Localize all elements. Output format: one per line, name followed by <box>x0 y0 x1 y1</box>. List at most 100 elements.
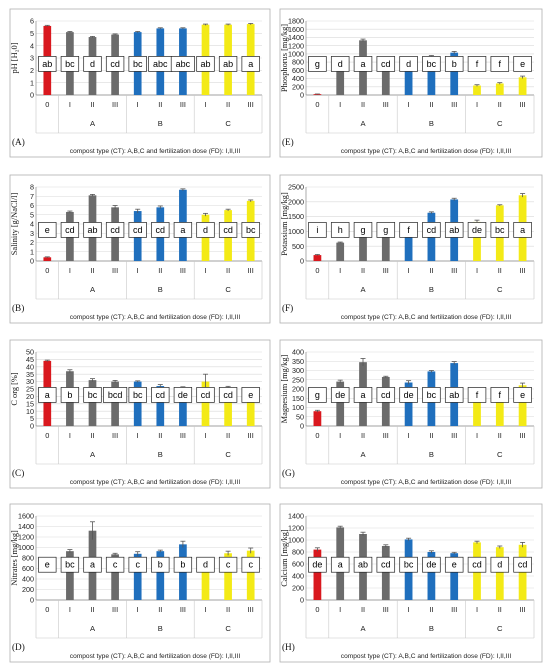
x-tick-label: I <box>137 266 139 275</box>
y-tick-label: 4 <box>30 41 34 50</box>
y-tick-label: 1400 <box>288 33 304 42</box>
significance-letter: d <box>203 225 208 235</box>
significance-letter: g <box>315 59 320 69</box>
significance-box <box>173 556 193 573</box>
x-tick-label: I <box>204 605 206 614</box>
y-tick-label: 40 <box>26 362 34 371</box>
x-tick-label: II <box>226 100 230 109</box>
bar <box>450 553 459 600</box>
x-tick-label: III <box>248 605 254 614</box>
x-tick-label: I <box>137 100 139 109</box>
y-tick-label: 0 <box>300 596 304 605</box>
significance-box <box>513 222 532 238</box>
group-label: B <box>429 285 434 294</box>
bar <box>518 385 527 426</box>
y-tick-label: 1200 <box>288 41 304 50</box>
y-tick-label: 0 <box>30 596 34 605</box>
significance-letter: e <box>452 560 457 570</box>
significance-box <box>353 56 373 72</box>
group-label: C <box>497 450 503 459</box>
x-tick-label: I <box>69 605 71 614</box>
bar <box>313 549 322 600</box>
significance-box <box>196 56 215 72</box>
x-tick-label: 0 <box>315 100 319 109</box>
significance-letter: bc <box>495 225 505 235</box>
x-axis-title: compost type (CT): A,B,C and fertilizati… <box>341 148 512 155</box>
significance-box <box>444 556 464 573</box>
bar <box>179 389 187 426</box>
x-tick-label: II <box>498 431 502 440</box>
x-tick-label: II <box>429 605 433 614</box>
significance-letter: ab <box>42 59 52 69</box>
y-tick-label: 2000 <box>288 197 304 206</box>
significance-letter: e <box>45 560 50 570</box>
significance-letter: a <box>248 59 253 69</box>
x-tick-label: II <box>361 431 365 440</box>
y-tick-label: 200 <box>292 82 304 91</box>
significance-letter: f <box>499 59 502 69</box>
x-tick-label: I <box>69 100 71 109</box>
y-tick-label: 300 <box>292 366 304 375</box>
significance-box <box>376 222 396 238</box>
x-tick-label: 0 <box>315 605 319 614</box>
significance-letter: de <box>335 390 345 400</box>
significance-box <box>128 222 147 238</box>
group-label: B <box>158 450 163 459</box>
x-tick-label: I <box>476 266 478 275</box>
group-label: C <box>497 285 503 294</box>
group-label: C <box>225 624 231 633</box>
x-tick-label: III <box>112 431 118 440</box>
x-tick-label: III <box>180 100 186 109</box>
significance-letter: cd <box>518 560 528 570</box>
bar <box>336 69 345 95</box>
significance-letter: d <box>497 560 502 570</box>
significance-box <box>308 222 327 238</box>
x-tick-label: III <box>383 431 389 440</box>
group-label: A <box>360 450 366 459</box>
bar <box>111 381 119 426</box>
significance-box <box>60 556 80 573</box>
significance-box <box>241 222 260 238</box>
y-tick-label: 800 <box>22 554 34 563</box>
panel-letter: (H) <box>282 642 295 652</box>
y-tick-label: 600 <box>22 564 34 573</box>
significance-letter: de <box>178 390 188 400</box>
x-tick-label: III <box>520 605 526 614</box>
significance-letter: b <box>158 560 163 570</box>
significance-letter: c <box>113 560 118 570</box>
x-tick-label: I <box>137 431 139 440</box>
significance-letter: a <box>45 390 50 400</box>
significance-letter: d <box>406 59 411 69</box>
significance-letter: de <box>426 560 436 570</box>
y-tick-label: 6 <box>30 201 34 210</box>
significance-letter: cd <box>156 225 166 235</box>
significance-box <box>399 56 418 72</box>
panel-letter: (G) <box>282 468 295 478</box>
significance-box <box>353 556 373 573</box>
significance-box <box>376 556 396 573</box>
y-tick-label: 5 <box>30 414 34 423</box>
x-axis-title: compost type (CT): A,B,C and fertilizati… <box>341 314 512 321</box>
x-tick-label: 0 <box>45 100 49 109</box>
x-tick-label: III <box>383 266 389 275</box>
x-tick-label: III <box>520 431 526 440</box>
x-tick-label: II <box>226 605 230 614</box>
y-tick-label: 3 <box>30 229 34 238</box>
bar <box>427 552 436 600</box>
x-tick-label: II <box>361 605 365 614</box>
y-tick-label: 400 <box>292 74 304 83</box>
y-tick-label: 10 <box>26 407 34 416</box>
y-tick-label: 1000 <box>288 227 304 236</box>
y-tick-label: 200 <box>292 385 304 394</box>
significance-letter: cd <box>156 390 166 400</box>
significance-box <box>241 387 260 403</box>
significance-box <box>241 556 260 573</box>
bar <box>201 214 210 261</box>
significance-box <box>38 56 57 72</box>
significance-box <box>83 387 102 403</box>
bar <box>313 411 322 426</box>
x-tick-label: II <box>429 266 433 275</box>
significance-letter: b <box>180 560 185 570</box>
group-label: B <box>429 450 434 459</box>
